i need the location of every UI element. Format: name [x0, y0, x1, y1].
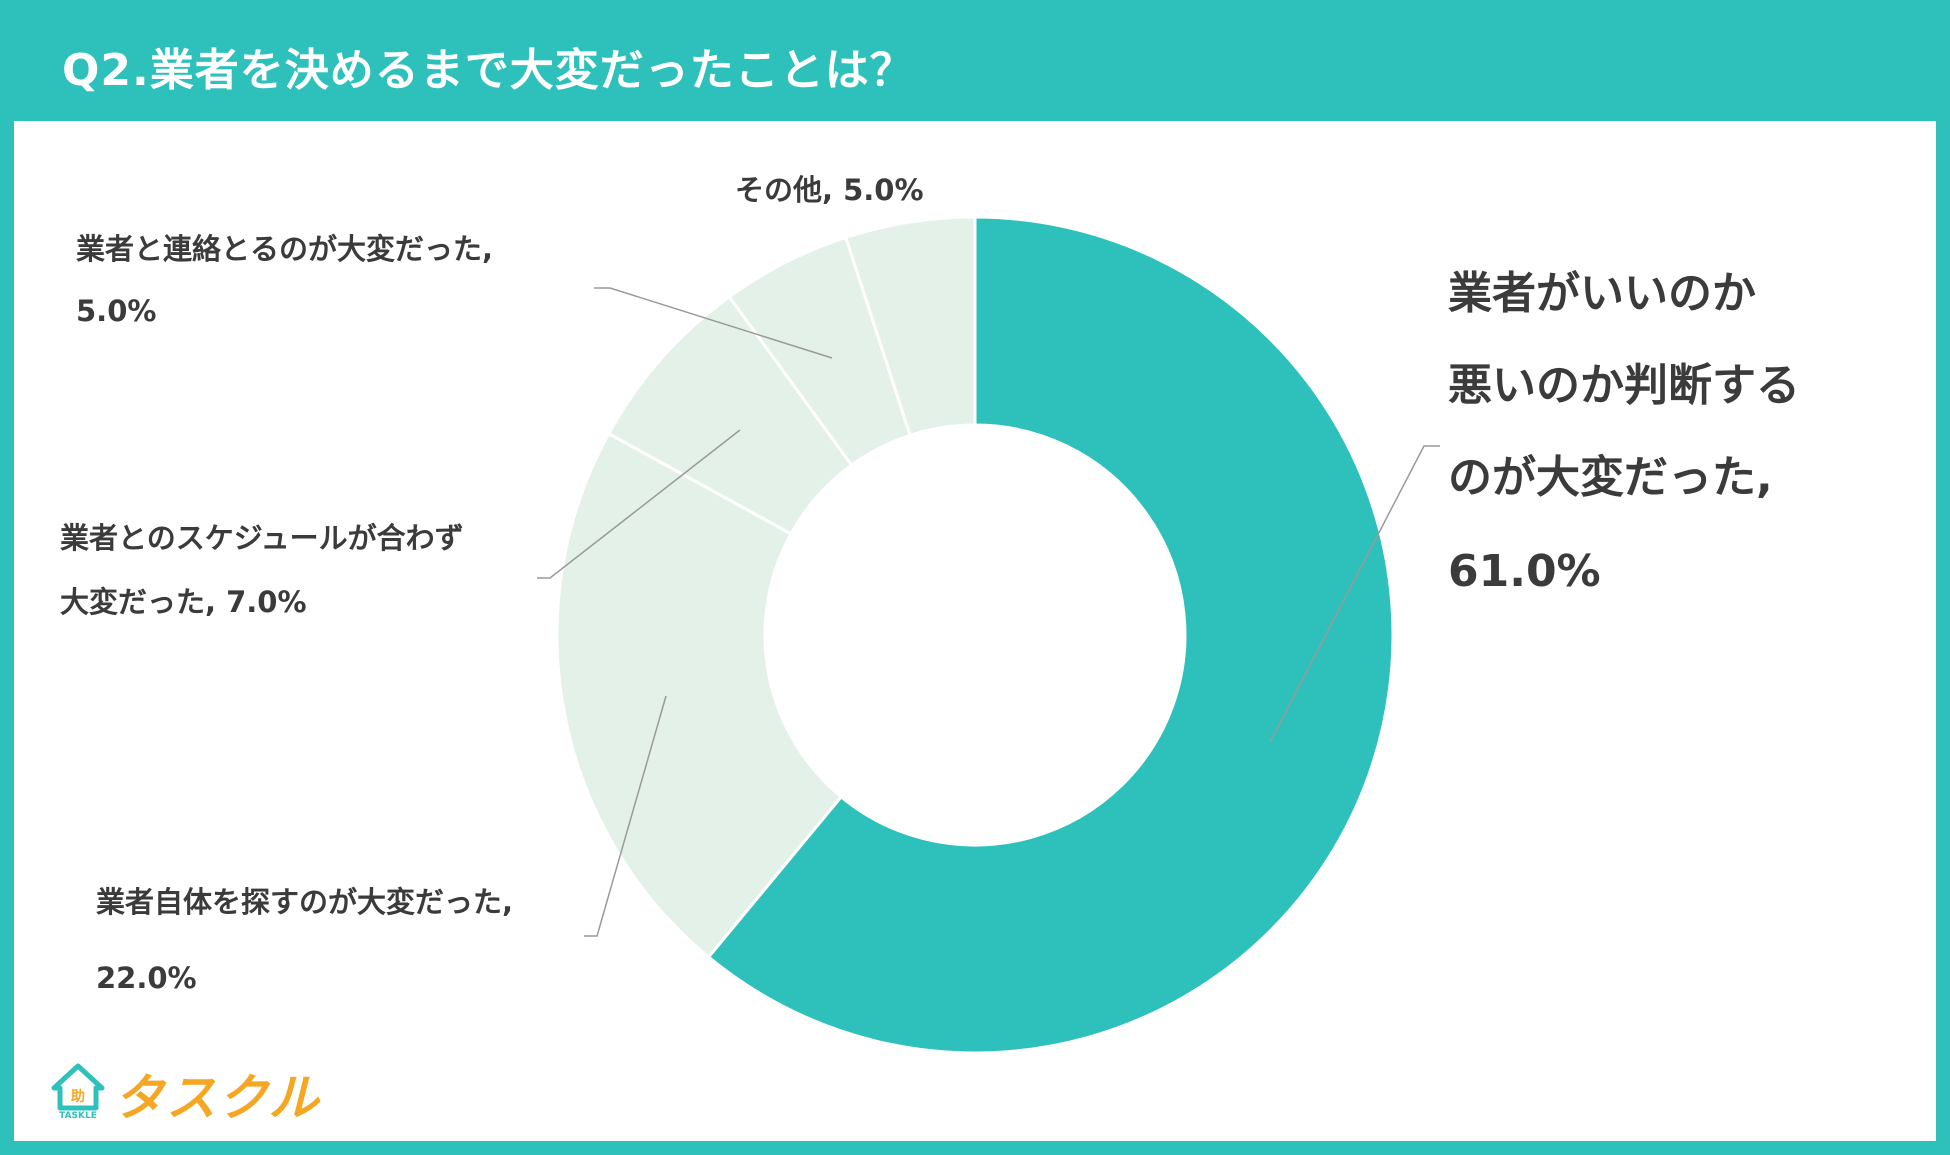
logo-text: タスクル	[114, 1069, 321, 1127]
leader-line-4	[594, 287, 833, 359]
data-label-1-line-3: のが大変だった,	[1448, 452, 1773, 503]
data-label-3-line-2: 大変だった, 7.0%	[60, 585, 307, 619]
leader-line-2	[584, 695, 667, 937]
page-title: Q2.業者を決めるまで大変だったことは？	[62, 45, 915, 96]
taskle-logo: 助 TASKLE タスクル	[48, 1058, 319, 1128]
leader-line-1	[1269, 445, 1440, 743]
house-icon: 助 TASKLE	[51, 1063, 105, 1120]
data-label-4-line-2: 5.0%	[76, 294, 156, 328]
slice-1	[706, 215, 1395, 1055]
logo-subtext: TASKLE	[59, 1111, 97, 1120]
data-label-5-line-1: その他, 5.0%	[735, 173, 924, 207]
data-label-3-line-1: 業者とのスケジュールが合わず	[60, 521, 464, 555]
title-bar: Q2.業者を決めるまで大変だったことは？	[0, 0, 1950, 120]
data-label-1-line-4: 61.0%	[1448, 546, 1601, 597]
data-label-4-line-1: 業者と連絡とるのが大変だった,	[76, 232, 493, 266]
data-label-1-line-2: 悪いのか判断する	[1448, 360, 1800, 411]
slice-5	[843, 215, 977, 438]
data-label-2-line-1: 業者自体を探すのが大変だった,	[96, 885, 513, 919]
leader-line-3	[537, 429, 741, 579]
data-label-2-line-2: 22.0%	[96, 961, 197, 995]
data-label-1-line-1: 業者がいいのか	[1448, 268, 1756, 319]
logo-badge: 助	[71, 1088, 85, 1105]
